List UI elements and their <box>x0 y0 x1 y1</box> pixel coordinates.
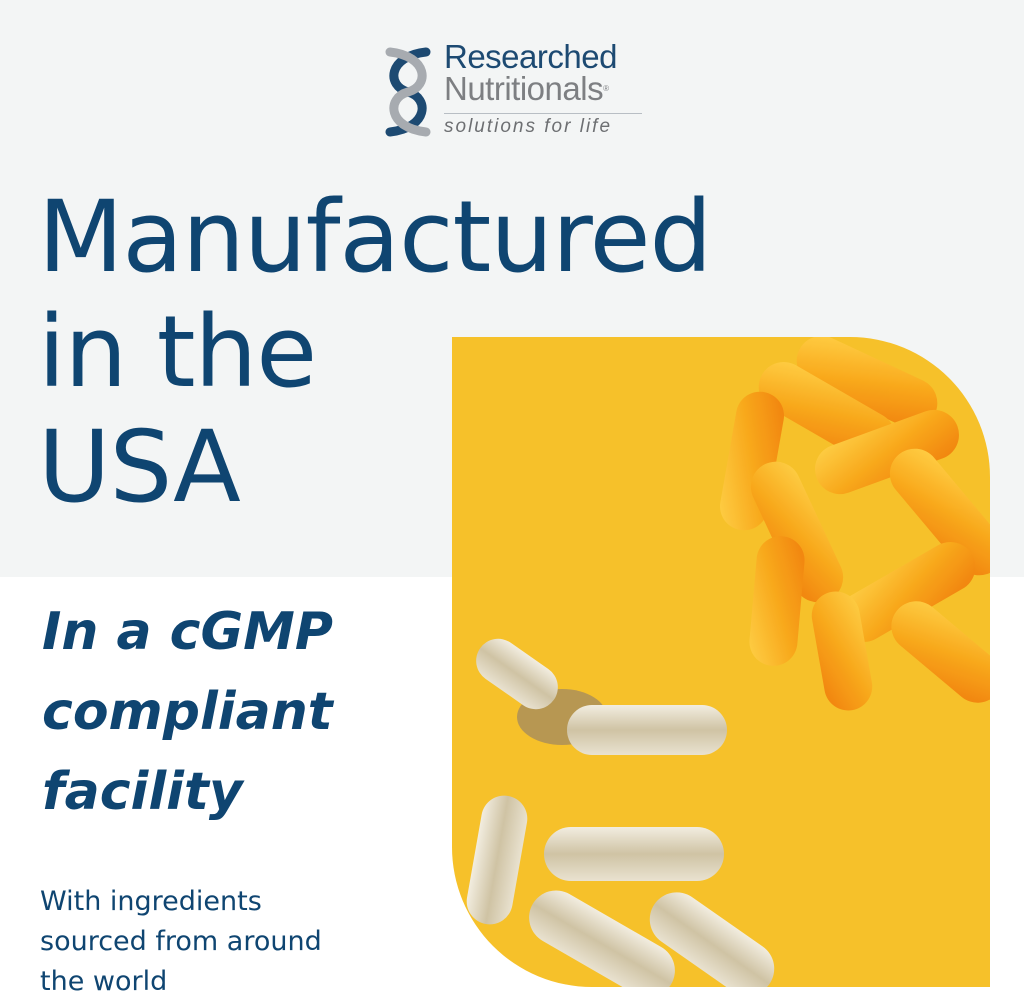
subheading-line: In a cGMP <box>42 602 334 662</box>
supplements-photo <box>452 337 990 987</box>
brand-name-line1: Researched <box>444 38 617 75</box>
dna-helix-icon <box>385 47 431 137</box>
headline-line: in the <box>38 295 317 410</box>
body-text: With ingredients sourced from around the… <box>40 882 322 1002</box>
body-line: the world <box>40 966 168 997</box>
headline-line: USA <box>38 410 241 525</box>
brand-name-line2: Nutritionals® <box>444 70 609 107</box>
logo-divider <box>444 113 642 114</box>
subheading-line: facility <box>42 762 243 822</box>
capsules-illustration <box>466 337 990 987</box>
subheading: In a cGMP compliant facility <box>42 592 333 832</box>
brand-tagline: solutions for life <box>444 116 613 137</box>
subheading-line: compliant <box>42 682 333 742</box>
body-line: With ingredients <box>40 886 262 917</box>
softgels <box>720 337 990 711</box>
powder-capsules <box>466 638 775 987</box>
headline-line: Manufactured <box>38 180 712 295</box>
registered-mark: ® <box>603 84 609 93</box>
headline: Manufactured in the USA <box>38 180 712 525</box>
brand-logo: Researched Nutritionals® solutions for l… <box>378 40 648 140</box>
body-line: sourced from around <box>40 926 322 957</box>
